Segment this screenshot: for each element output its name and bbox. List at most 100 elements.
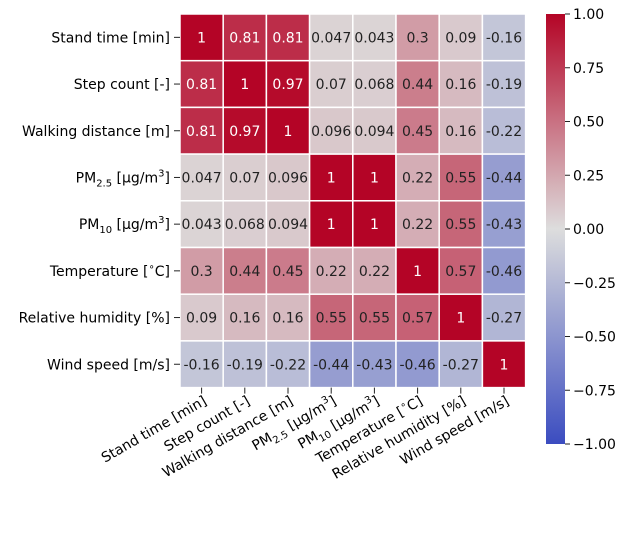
heatmap-cell xyxy=(352,106,397,155)
y-tick-label: Stand time [min] xyxy=(51,30,170,46)
cell-value-label: 0.44 xyxy=(229,264,260,280)
cell-value-label: -0.46 xyxy=(486,264,522,280)
cell-value-label: 0.094 xyxy=(354,124,394,140)
cell-value-label: -0.44 xyxy=(486,170,522,186)
colorbar: 1.00 0.75 0.50 0.25 0.00 −0.25 −0.50 −0.75 −1.00 xyxy=(546,7,616,453)
cell-value-label: -0.43 xyxy=(486,217,522,233)
heatmap-cell xyxy=(395,59,440,109)
heatmap-cell xyxy=(222,246,268,295)
cell-value-label: -0.16 xyxy=(183,357,219,373)
cell-value-label: 1 xyxy=(370,217,379,233)
cell-value-label: -0.16 xyxy=(486,30,522,46)
cell-value-label: 0.07 xyxy=(229,170,260,186)
cell-value-label: 0.81 xyxy=(272,30,303,46)
cell-value-label: 0.22 xyxy=(316,264,347,280)
cell-value-label: 1 xyxy=(197,30,206,46)
y-tick-label: Relative humidity [%] xyxy=(19,311,170,327)
heatmap-cell xyxy=(308,59,354,109)
cell-value-label: 0.16 xyxy=(272,311,303,327)
heatmap-cell xyxy=(265,293,311,342)
heatmap-cell xyxy=(481,13,527,62)
colorbar-tick-label: 0.75 xyxy=(573,61,604,77)
heatmap-cell xyxy=(308,106,354,155)
y-tick-label: Temperature [∘C] xyxy=(49,262,170,280)
heatmap-cell xyxy=(265,153,311,202)
cell-value-label: 0.047 xyxy=(311,30,351,46)
cell-value-label: 0.047 xyxy=(182,170,222,186)
cell-value-label: 0.97 xyxy=(272,77,303,93)
cell-value-label: 1 xyxy=(413,264,422,280)
heatmap-cell xyxy=(438,106,484,155)
cell-value-label: -0.43 xyxy=(356,357,392,373)
y-tick-label: PM2.5 [μg/m3] xyxy=(76,168,170,189)
heatmap-cell xyxy=(395,106,440,155)
heatmap-cell xyxy=(481,106,527,155)
cell-value-label: 0.09 xyxy=(445,30,476,46)
cell-value-label: 1 xyxy=(456,311,465,327)
heatmap-cell xyxy=(265,340,311,389)
heatmap-cell xyxy=(352,293,397,342)
cell-value-label: -0.46 xyxy=(399,357,435,373)
cell-value-label: 0.55 xyxy=(445,217,476,233)
cell-value-label: 0.57 xyxy=(402,311,433,327)
cell-value-label: 0.09 xyxy=(186,311,217,327)
cell-value-label: 0.043 xyxy=(182,217,222,233)
cell-value-label: 1 xyxy=(500,357,509,373)
cell-value-label: -0.27 xyxy=(486,311,522,327)
heatmap-cell xyxy=(308,200,354,249)
cell-value-label: 0.16 xyxy=(445,77,476,93)
cell-value-label: 0.096 xyxy=(311,124,351,140)
heatmap-cell xyxy=(438,153,484,202)
cell-value-label: 0.45 xyxy=(402,124,433,140)
x-axis-labels: Stand time [min]Step count [-]Walking di… xyxy=(99,387,512,483)
heatmap-cell xyxy=(395,246,440,295)
cell-value-label: -0.22 xyxy=(270,357,306,373)
colorbar-tick-label: 1.00 xyxy=(573,7,604,23)
y-tick-label: Step count [-] xyxy=(74,77,170,93)
heatmap-cell xyxy=(352,153,397,202)
heatmap-cell xyxy=(265,106,311,155)
cell-value-label: 0.068 xyxy=(354,77,394,93)
colorbar-tick-label: 0.00 xyxy=(573,222,604,238)
cell-value-label: 0.55 xyxy=(359,311,390,327)
cell-value-label: 0.3 xyxy=(406,30,428,46)
heatmap-cell xyxy=(352,200,397,249)
cell-value-label: 0.3 xyxy=(190,264,212,280)
cell-value-label: 0.094 xyxy=(268,217,308,233)
heatmap-cell xyxy=(395,293,440,342)
heatmap-cell xyxy=(179,293,224,342)
heatmap-cell xyxy=(222,59,268,109)
heatmap-cell xyxy=(481,246,527,295)
cell-value-label: 1 xyxy=(370,170,379,186)
cell-value-label: 0.22 xyxy=(359,264,390,280)
cell-value-label: 0.81 xyxy=(229,30,260,46)
y-axis-labels: Stand time [min] Step count [-] Walking di… xyxy=(19,30,180,373)
cell-value-label: 0.44 xyxy=(402,77,433,93)
heatmap-cell xyxy=(481,59,527,109)
cell-value-label: 0.16 xyxy=(229,311,260,327)
cell-value-label: 0.043 xyxy=(354,30,394,46)
y-tick-label: PM10 [μg/m3] xyxy=(79,215,170,236)
cell-value-label: 0.81 xyxy=(186,124,217,140)
cell-value-label: 0.22 xyxy=(402,170,433,186)
heatmap-cell xyxy=(352,246,397,295)
y-tick-label: Wind speed [m/s] xyxy=(47,357,170,373)
cell-value-label: 1 xyxy=(327,170,336,186)
cell-value-label: 0.22 xyxy=(402,217,433,233)
cell-value-label: 0.068 xyxy=(225,217,265,233)
cell-value-label: -0.44 xyxy=(313,357,349,373)
heatmap-cells: 1 0.81 0.81 0.047 0.043 0.3 0.09 -0.160.81 1 0.97… xyxy=(179,13,527,389)
heatmap-cell xyxy=(481,340,527,389)
cell-value-label: 0.81 xyxy=(186,77,217,93)
colorbar-gradient xyxy=(546,14,565,444)
colorbar-tick-label: −0.50 xyxy=(573,330,616,346)
cell-value-label: 0.55 xyxy=(316,311,347,327)
cell-value-label: -0.19 xyxy=(227,357,263,373)
heatmap-cell xyxy=(438,246,484,295)
heatmap-cell xyxy=(222,293,268,342)
cell-value-label: 1 xyxy=(240,77,249,93)
cell-value-label: 0.97 xyxy=(229,124,260,140)
colorbar-tick-label: 0.25 xyxy=(573,168,604,184)
heatmap-cell xyxy=(352,340,397,389)
